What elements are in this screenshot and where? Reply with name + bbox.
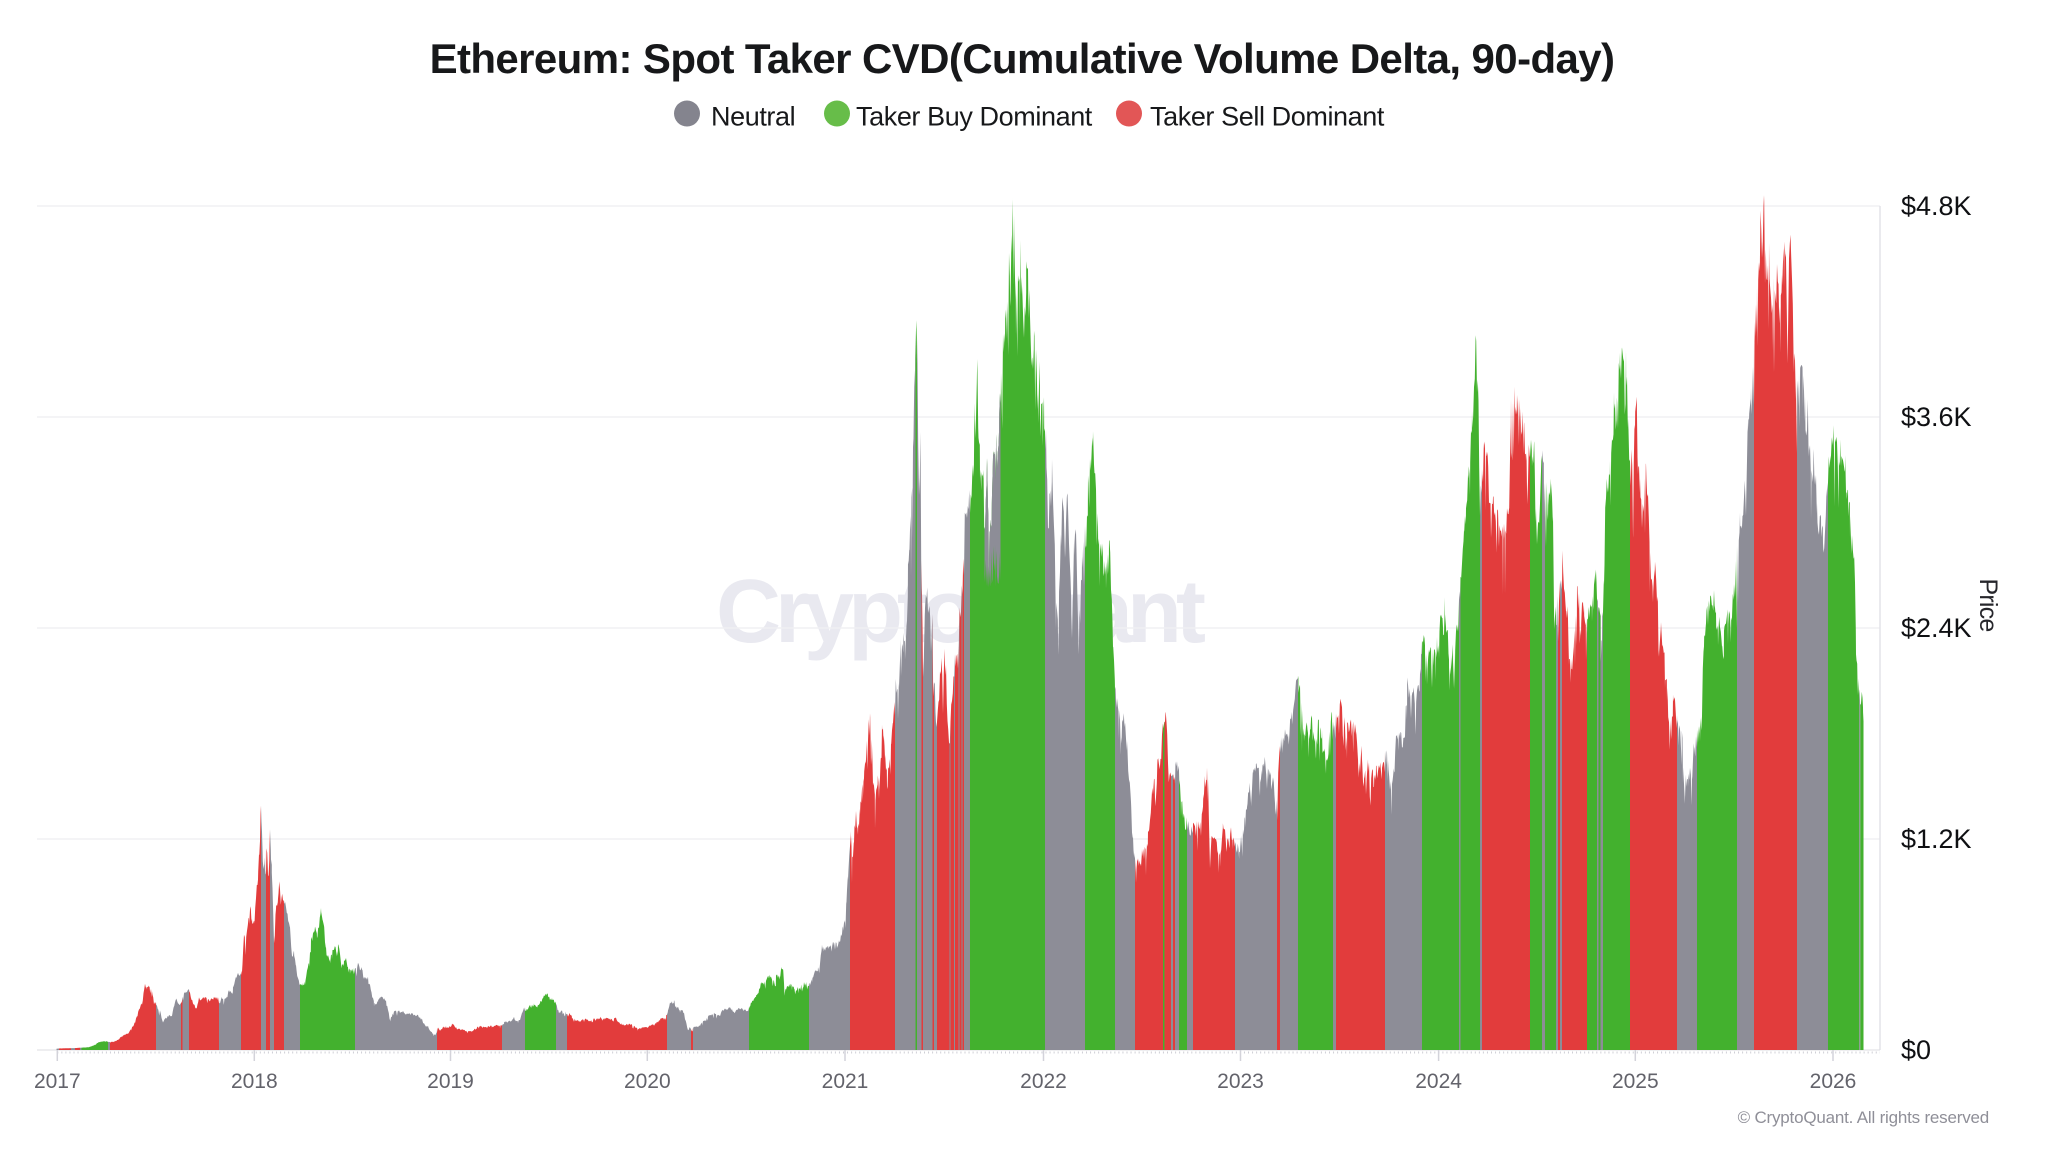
- svg-text:2020: 2020: [624, 1070, 671, 1093]
- svg-text:2017: 2017: [34, 1070, 81, 1093]
- svg-text:2019: 2019: [427, 1070, 474, 1093]
- svg-text:© CryptoQuant. All rights rese: © CryptoQuant. All rights reserved: [1738, 1108, 1989, 1127]
- svg-text:Price: Price: [1974, 579, 2002, 632]
- svg-text:2026: 2026: [1810, 1070, 1857, 1093]
- svg-text:2025: 2025: [1612, 1070, 1659, 1093]
- svg-text:2024: 2024: [1415, 1070, 1462, 1093]
- svg-text:$2.4K: $2.4K: [1901, 613, 1972, 643]
- svg-text:Taker Buy Dominant: Taker Buy Dominant: [856, 102, 1093, 132]
- svg-text:2018: 2018: [231, 1070, 278, 1093]
- svg-text:2022: 2022: [1020, 1070, 1067, 1093]
- svg-text:Ethereum: Spot Taker CVD(Cumul: Ethereum: Spot Taker CVD(Cumulative Volu…: [430, 35, 1615, 82]
- svg-text:Taker Sell Dominant: Taker Sell Dominant: [1150, 102, 1385, 132]
- svg-text:Neutral: Neutral: [711, 102, 795, 132]
- svg-text:$0: $0: [1901, 1035, 1931, 1065]
- svg-text:$3.6K: $3.6K: [1901, 402, 1972, 432]
- svg-text:$1.2K: $1.2K: [1901, 824, 1972, 854]
- svg-text:2021: 2021: [822, 1070, 869, 1093]
- svg-text:2023: 2023: [1217, 1070, 1264, 1093]
- svg-text:$4.8K: $4.8K: [1901, 191, 1972, 221]
